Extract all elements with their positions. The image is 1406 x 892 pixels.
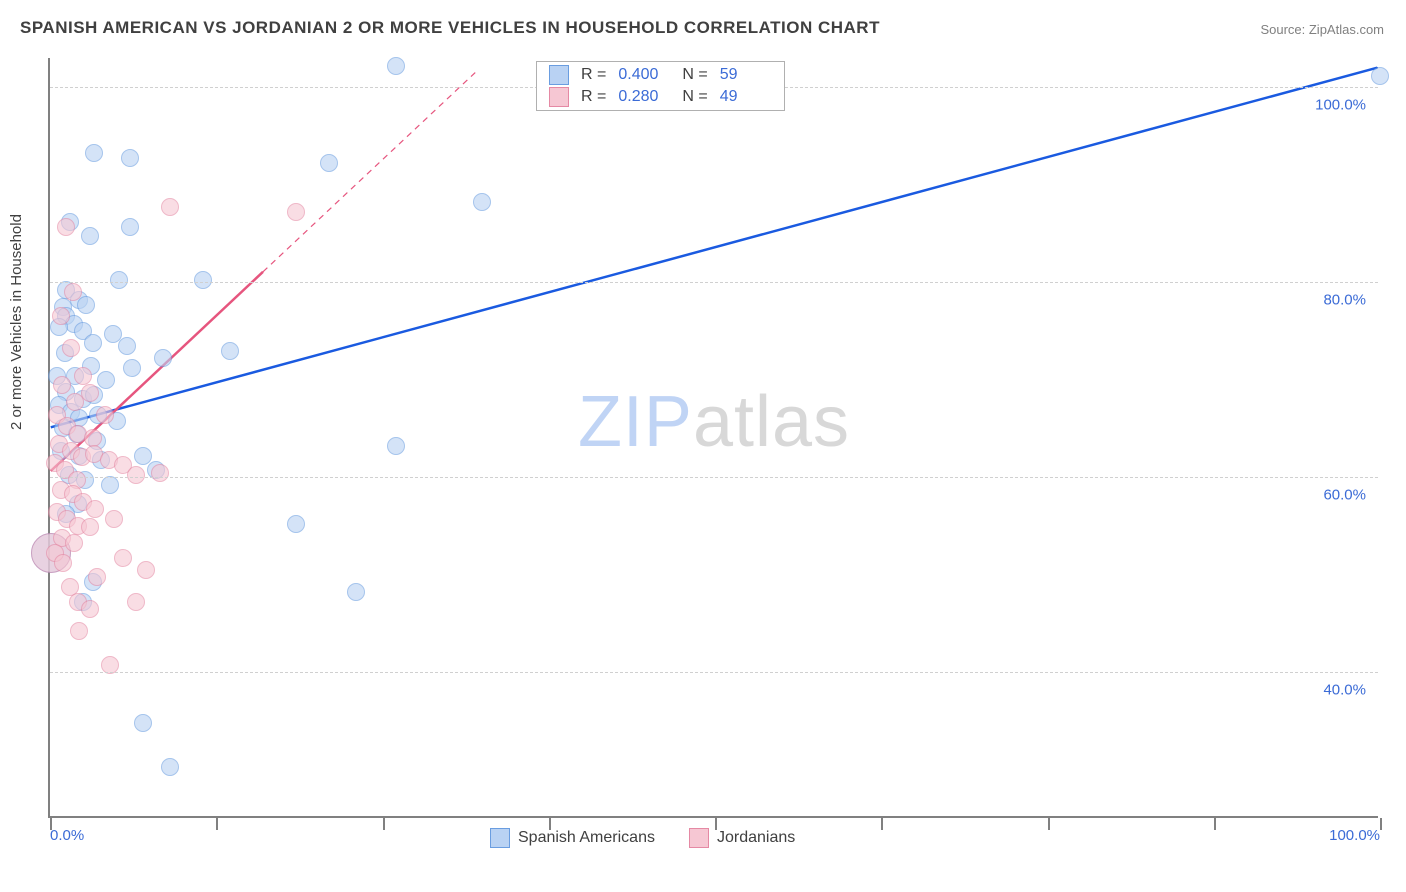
x-tick-label: 0.0%	[50, 827, 84, 844]
scatter-point	[161, 198, 179, 216]
scatter-point	[62, 339, 80, 357]
scatter-point	[320, 154, 338, 172]
scatter-point	[85, 144, 103, 162]
scatter-point	[104, 325, 122, 343]
scatter-point	[347, 583, 365, 601]
legend-swatch-icon	[490, 828, 510, 848]
y-axis-label: 2 or more Vehicles in Household	[8, 214, 25, 430]
gridline-horizontal	[50, 672, 1378, 673]
scatter-point	[110, 271, 128, 289]
y-tick-label: 80.0%	[1323, 292, 1366, 309]
scatter-point	[151, 464, 169, 482]
scatter-point	[53, 376, 71, 394]
series-legend: Spanish Americans Jordanians	[490, 828, 795, 848]
legend-swatch-icon	[549, 65, 569, 85]
legend-series-item: Jordanians	[689, 828, 795, 848]
scatter-point	[194, 271, 212, 289]
scatter-point	[81, 600, 99, 618]
scatter-point	[161, 758, 179, 776]
legend-r-label: R =	[581, 88, 606, 106]
legend-n-value: 49	[720, 88, 772, 106]
scatter-point	[64, 283, 82, 301]
legend-n-label: N =	[682, 66, 707, 84]
source-label: Source: ZipAtlas.com	[1260, 22, 1384, 37]
correlation-legend: R = 0.400 N = 59 R = 0.280 N = 49	[536, 61, 785, 111]
legend-swatch-icon	[549, 87, 569, 107]
scatter-point	[121, 218, 139, 236]
scatter-point	[127, 466, 145, 484]
x-tick	[1214, 818, 1216, 830]
x-tick	[1380, 818, 1382, 830]
scatter-point	[134, 714, 152, 732]
legend-correlation-row: R = 0.280 N = 49	[537, 86, 784, 108]
legend-r-label: R =	[581, 66, 606, 84]
y-tick-label: 40.0%	[1323, 681, 1366, 698]
legend-correlation-row: R = 0.400 N = 59	[537, 64, 784, 86]
gridline-horizontal	[50, 282, 1378, 283]
scatter-point	[86, 500, 104, 518]
chart-title: SPANISH AMERICAN VS JORDANIAN 2 OR MORE …	[20, 18, 880, 38]
legend-swatch-icon	[689, 828, 709, 848]
legend-n-value: 59	[720, 66, 772, 84]
scatter-point	[101, 476, 119, 494]
legend-r-value: 0.280	[618, 88, 670, 106]
scatter-point	[84, 334, 102, 352]
trend-lines	[50, 58, 1378, 816]
scatter-point	[387, 437, 405, 455]
x-tick	[216, 818, 218, 830]
scatter-point	[127, 593, 145, 611]
watermark: ZIPatlas	[578, 381, 850, 463]
plot-area: ZIPatlas 40.0%60.0%80.0%100.0%0.0%100.0%…	[48, 58, 1378, 818]
legend-n-label: N =	[682, 88, 707, 106]
x-tick-label: 100.0%	[1329, 827, 1380, 844]
legend-series-label: Spanish Americans	[518, 829, 655, 847]
scatter-point	[118, 337, 136, 355]
legend-series-item: Spanish Americans	[490, 828, 655, 848]
gridline-horizontal	[50, 477, 1378, 478]
scatter-point	[70, 622, 88, 640]
scatter-point	[74, 367, 92, 385]
scatter-point	[154, 349, 172, 367]
legend-series-label: Jordanians	[717, 829, 795, 847]
trend-line	[263, 73, 475, 272]
y-tick-label: 60.0%	[1323, 486, 1366, 503]
scatter-point	[1371, 67, 1389, 85]
scatter-point	[96, 406, 114, 424]
scatter-point	[57, 218, 75, 236]
scatter-point	[387, 57, 405, 75]
scatter-point	[123, 359, 141, 377]
legend-r-value: 0.400	[618, 66, 670, 84]
scatter-point	[77, 296, 95, 314]
scatter-point	[105, 510, 123, 528]
y-tick-label: 100.0%	[1315, 97, 1366, 114]
x-tick	[1048, 818, 1050, 830]
trend-line	[51, 68, 1378, 428]
x-tick	[881, 818, 883, 830]
scatter-point	[52, 307, 70, 325]
scatter-point	[97, 371, 115, 389]
scatter-point	[473, 193, 491, 211]
scatter-point	[81, 518, 99, 536]
scatter-point	[54, 554, 72, 572]
scatter-point	[287, 203, 305, 221]
scatter-point	[221, 342, 239, 360]
scatter-point	[114, 549, 132, 567]
scatter-point	[88, 568, 106, 586]
scatter-point	[65, 534, 83, 552]
x-tick	[383, 818, 385, 830]
scatter-point	[81, 384, 99, 402]
scatter-point	[134, 447, 152, 465]
scatter-point	[121, 149, 139, 167]
scatter-point	[137, 561, 155, 579]
scatter-point	[287, 515, 305, 533]
scatter-point	[81, 227, 99, 245]
